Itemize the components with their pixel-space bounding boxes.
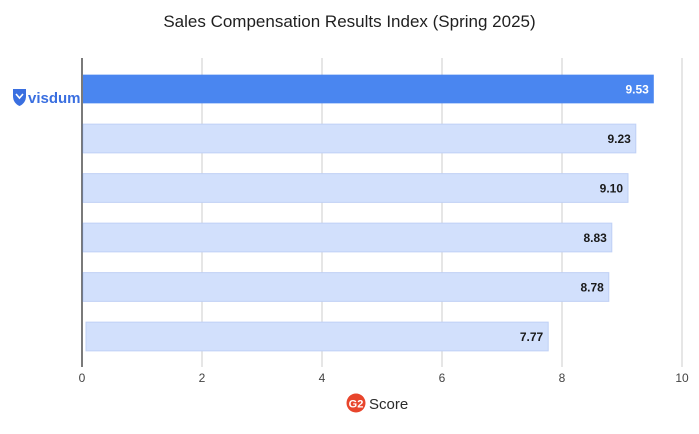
svg-text:G2: G2: [349, 399, 364, 411]
data-label-5: 8.78: [580, 281, 604, 295]
bar-3: [82, 173, 629, 203]
data-label-2: 9.23: [607, 132, 631, 146]
bar-4: [82, 222, 613, 253]
x-tick-label: 10: [675, 371, 689, 385]
data-label-3: 9.10: [600, 182, 624, 196]
bar-5: [82, 272, 610, 302]
data-label-4: 8.83: [583, 231, 607, 245]
bar-2: [82, 123, 637, 154]
grid-layer: [81, 58, 683, 367]
bar-1: [83, 74, 654, 104]
g2-logo: G2: [346, 393, 366, 413]
x-tick-label: 6: [439, 371, 446, 385]
chart-title: Sales Compensation Results Index (Spring…: [163, 12, 536, 31]
tick-layer: 0 2 4 6 8 10: [79, 371, 689, 385]
data-label-6: 7.77: [520, 330, 544, 344]
x-tick-label: 0: [79, 371, 86, 385]
data-label-1: 9.53: [625, 83, 649, 97]
x-axis-title: Score: [369, 396, 408, 413]
bar-layer: 9.53 9.23 9.10 8.83 8.78 7.77: [82, 74, 654, 352]
x-tick-label: 2: [199, 371, 206, 385]
x-tick-label: 4: [319, 371, 326, 385]
x-tick-label: 8: [559, 371, 566, 385]
visdum-logo: [13, 89, 26, 106]
category-label-visdum: visdum: [28, 90, 81, 107]
bar-6: [85, 321, 549, 352]
